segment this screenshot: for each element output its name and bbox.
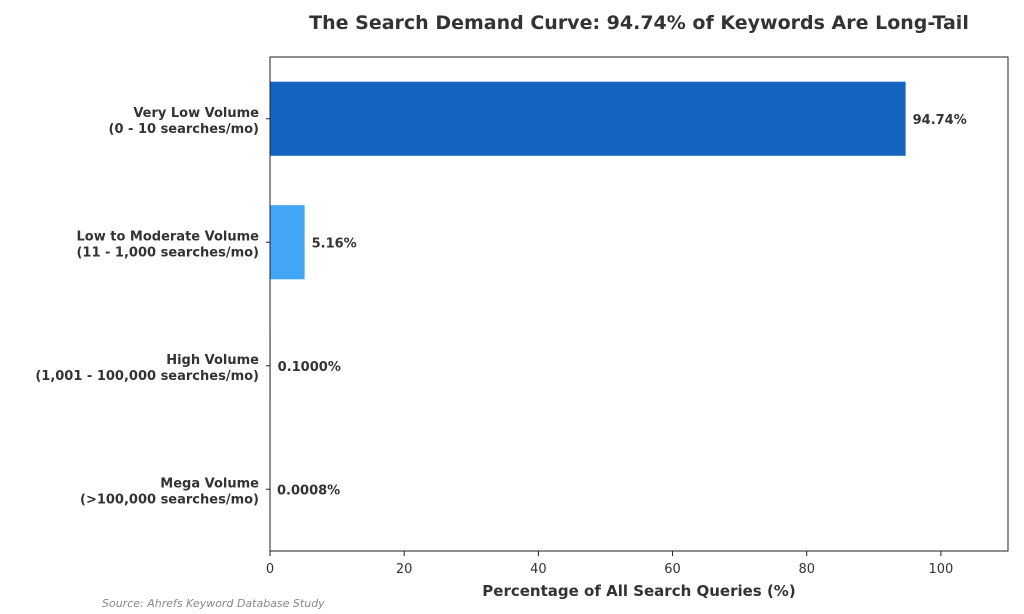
plot-frame: [269, 56, 1009, 552]
source-note: Source: Ahrefs Keyword Database Study: [102, 597, 325, 610]
category-label: (0 - 10 searches/mo): [109, 122, 259, 137]
x-axis-label: Percentage of All Search Queries (%): [482, 582, 795, 600]
category-label: Very Low Volume: [133, 106, 259, 121]
bars-layer: [270, 81, 906, 527]
bar-value-label: 0.1000%: [278, 360, 341, 375]
category-label: (1,001 - 100,000 searches/mo): [35, 369, 259, 384]
category-label: Mega Volume: [160, 476, 259, 491]
x-tick-label: 100: [928, 562, 953, 577]
labels-layer: 94.74% Very Low Volume(0 - 10 searches/mo…: [35, 106, 966, 508]
bar: [270, 81, 906, 156]
x-tick-label: 40: [530, 562, 547, 577]
category-label: Low to Moderate Volume: [76, 229, 259, 244]
bar-value-label: 0.0008%: [277, 483, 340, 498]
category-label: High Volume: [166, 353, 259, 368]
x-tick-label: 80: [798, 562, 815, 577]
x-tick-label: 20: [396, 562, 413, 577]
bar-value-label: 5.16%: [312, 236, 357, 251]
axis-layer: 0 20 40 60 80 100: [266, 118, 953, 577]
category-label: (11 - 1,000 searches/mo): [76, 245, 259, 260]
bar: [270, 205, 305, 280]
category-label: (>100,000 searches/mo): [80, 492, 259, 507]
bar-value-label: 94.74%: [913, 113, 967, 128]
chart-title: The Search Demand Curve: 94.74% of Keywo…: [309, 12, 969, 34]
x-tick-label: 0: [266, 562, 274, 577]
x-tick-label: 60: [664, 562, 681, 577]
